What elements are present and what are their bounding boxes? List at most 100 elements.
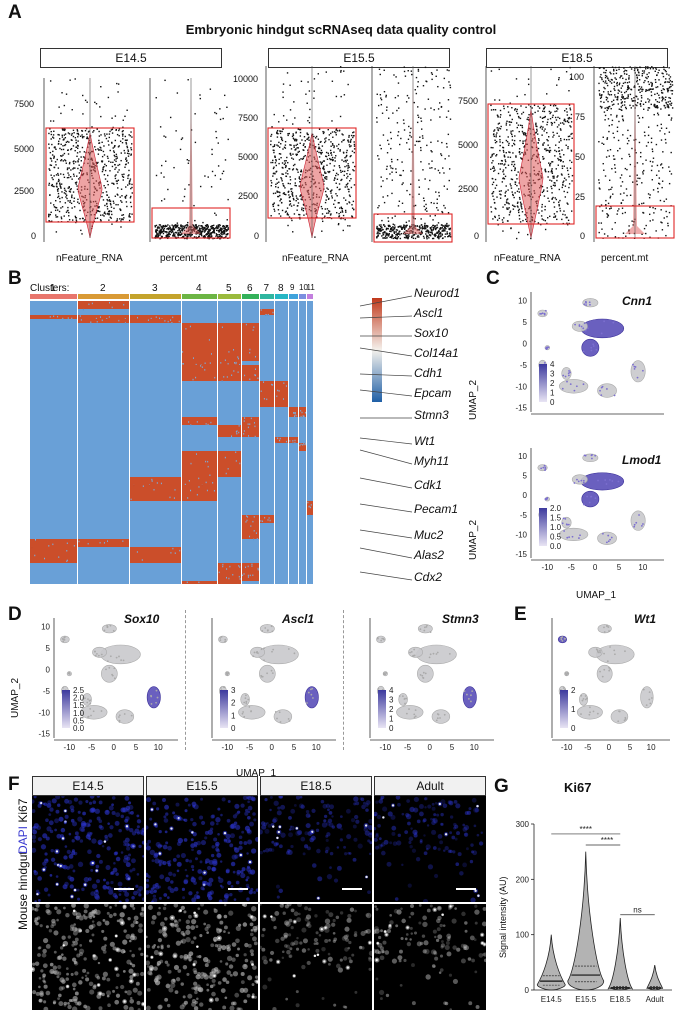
qc-dot — [641, 75, 643, 77]
qc-dot — [627, 85, 629, 87]
legend-tick: 2 — [231, 699, 236, 708]
qc-dot — [295, 138, 297, 140]
qc-dot — [102, 150, 105, 153]
heatmap-block — [242, 477, 259, 485]
qc-dot — [417, 70, 420, 72]
qc-dot — [121, 141, 124, 144]
qc-dot — [648, 197, 651, 199]
qc-dot — [549, 179, 551, 181]
qc-dot — [553, 216, 555, 218]
qc-dot — [290, 144, 292, 146]
umap-cluster — [581, 490, 600, 508]
qc-dot — [350, 138, 352, 141]
qc-dot — [308, 90, 311, 92]
qc-dot — [605, 204, 607, 206]
qc-dot — [125, 158, 127, 160]
qc-dot — [613, 81, 615, 83]
qc-dot — [512, 165, 515, 167]
qc-dot — [292, 168, 295, 170]
qc-dot — [172, 226, 175, 229]
cluster-number: 9 — [290, 283, 295, 292]
qc-dot — [612, 73, 615, 75]
qc-dot — [74, 137, 77, 139]
umap-cell — [611, 480, 614, 482]
qc-dot — [80, 160, 83, 162]
qc-dot — [222, 230, 225, 233]
qc-dot — [76, 185, 78, 187]
heatmap-block — [78, 319, 129, 323]
qc-dot — [632, 105, 634, 107]
qc-dot — [662, 88, 664, 90]
qc-dot — [645, 232, 647, 235]
qc-dot — [431, 167, 433, 169]
qc-dot — [279, 194, 281, 197]
qc-dot — [552, 136, 554, 138]
qc-dot — [492, 160, 494, 162]
qc-dot — [377, 206, 379, 209]
cluster-number: 8 — [278, 283, 284, 294]
heatmap-speckle — [255, 532, 257, 534]
qc-dot — [180, 233, 183, 235]
qc-dot — [391, 227, 393, 229]
qc-dot — [280, 156, 282, 159]
qc-dot — [292, 123, 294, 125]
qc-dot — [81, 134, 83, 136]
qc-dot — [160, 200, 163, 202]
heatmap-block — [275, 477, 288, 485]
qc-dot — [91, 126, 93, 128]
qc-dot — [62, 139, 64, 141]
heatmap-block — [218, 523, 241, 539]
qc-dot — [53, 206, 56, 208]
qc-dot — [610, 72, 612, 75]
heatmap-block — [130, 547, 181, 563]
qc-dot — [522, 219, 524, 222]
heatmap-speckle — [237, 356, 239, 358]
qc-dot — [174, 234, 176, 236]
qc-dot — [66, 197, 68, 200]
qc-dot — [519, 198, 521, 200]
qc-dot — [396, 233, 398, 236]
x-tick-label: -5 — [568, 563, 576, 572]
qc-dot — [656, 92, 659, 95]
umap-cell — [428, 656, 431, 659]
qc-dot — [636, 77, 639, 79]
qc-dot — [350, 177, 352, 180]
heatmap-block — [130, 425, 181, 437]
qc-dot — [63, 134, 66, 136]
qc-dot — [77, 132, 79, 135]
qc-dot — [185, 224, 187, 227]
qc-dot — [426, 210, 428, 212]
heatmap-speckle — [249, 423, 251, 425]
qc-dot — [430, 72, 433, 74]
qc-dot — [321, 145, 324, 147]
qc-dot — [546, 187, 548, 189]
qc-dot — [554, 104, 557, 107]
umap-cell — [609, 479, 611, 481]
qc-dot — [566, 191, 569, 194]
qc-dot — [668, 182, 671, 185]
qc-dot — [51, 177, 53, 179]
qc-dot — [401, 161, 403, 163]
umap-cell — [544, 469, 546, 472]
qc-dot — [288, 216, 291, 218]
qc-dot — [223, 230, 226, 233]
qc-dot — [542, 126, 544, 128]
umap-cell — [122, 659, 125, 662]
heatmap-block — [289, 309, 298, 315]
qc-dot — [389, 173, 391, 175]
qc-dot — [380, 226, 383, 228]
qc-dot — [514, 167, 516, 169]
qc-dot — [620, 102, 623, 104]
qc-dot — [548, 162, 550, 164]
qc-dot — [382, 232, 384, 234]
qc-dot — [418, 186, 421, 188]
qc-dot — [563, 177, 566, 179]
heatmap-speckle — [192, 357, 194, 359]
qc-dot — [209, 232, 211, 234]
qc-dot — [518, 188, 520, 190]
qc-dot — [299, 128, 301, 131]
qc-dot — [331, 156, 334, 159]
qc-dot — [69, 161, 71, 164]
qc-dot — [405, 234, 407, 237]
heatmap-block — [218, 365, 241, 381]
